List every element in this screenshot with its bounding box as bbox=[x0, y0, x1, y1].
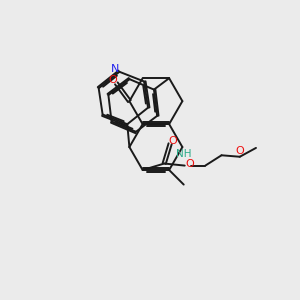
Text: O: O bbox=[236, 146, 244, 157]
Text: NH: NH bbox=[176, 149, 192, 159]
Text: N: N bbox=[111, 64, 119, 74]
Text: O: O bbox=[108, 75, 117, 85]
Text: O: O bbox=[185, 159, 194, 169]
Text: O: O bbox=[169, 136, 178, 146]
